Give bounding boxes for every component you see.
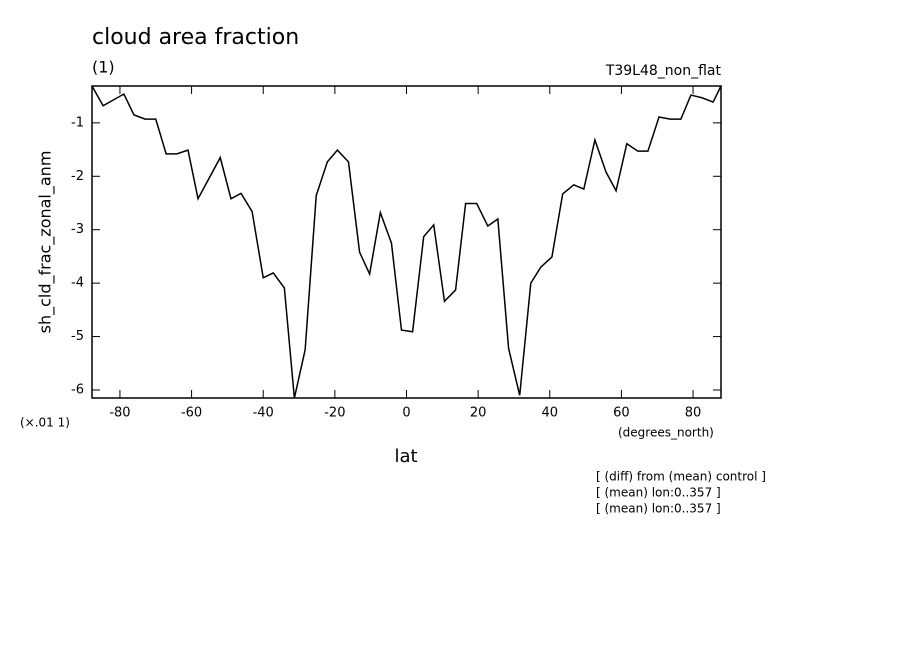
x-tick-label: 20 xyxy=(470,406,487,421)
y-tick-label: -1 xyxy=(71,115,84,130)
y-tick-label: -6 xyxy=(71,382,84,397)
y-tick-label: -3 xyxy=(71,222,84,237)
y-scale-note: (×.01 1) xyxy=(20,416,70,430)
y-tick-label: -2 xyxy=(71,169,84,184)
y-tick-label: -4 xyxy=(71,276,84,291)
x-tick-label: 80 xyxy=(685,406,702,421)
x-unit: (degrees_north) xyxy=(618,426,714,440)
x-tick-label: 0 xyxy=(402,406,410,421)
run-label: T39L48_non_flat xyxy=(605,63,722,79)
x-tick-label: -20 xyxy=(324,406,345,421)
data-line xyxy=(91,85,722,399)
x-tick-label: 60 xyxy=(613,406,630,421)
note: [ (mean) lon:0..357 ] xyxy=(596,502,721,516)
chart-subtitle: (1) xyxy=(92,58,115,77)
x-tick-label: -40 xyxy=(253,406,274,421)
note: [ (diff) from (mean) control ] xyxy=(596,470,766,484)
x-axis-label: lat xyxy=(394,446,417,467)
x-tick-label: 40 xyxy=(542,406,559,421)
x-tick-label: -60 xyxy=(181,406,202,421)
y-tick-label: -5 xyxy=(71,329,84,344)
y-axis-label: sh_cld_frac_zonal_anm xyxy=(36,151,56,334)
x-tick-label: -80 xyxy=(109,406,130,421)
chart-title: cloud area fraction xyxy=(92,25,299,50)
plot-frame xyxy=(91,85,722,399)
note: [ (mean) lon:0..357 ] xyxy=(596,486,721,500)
